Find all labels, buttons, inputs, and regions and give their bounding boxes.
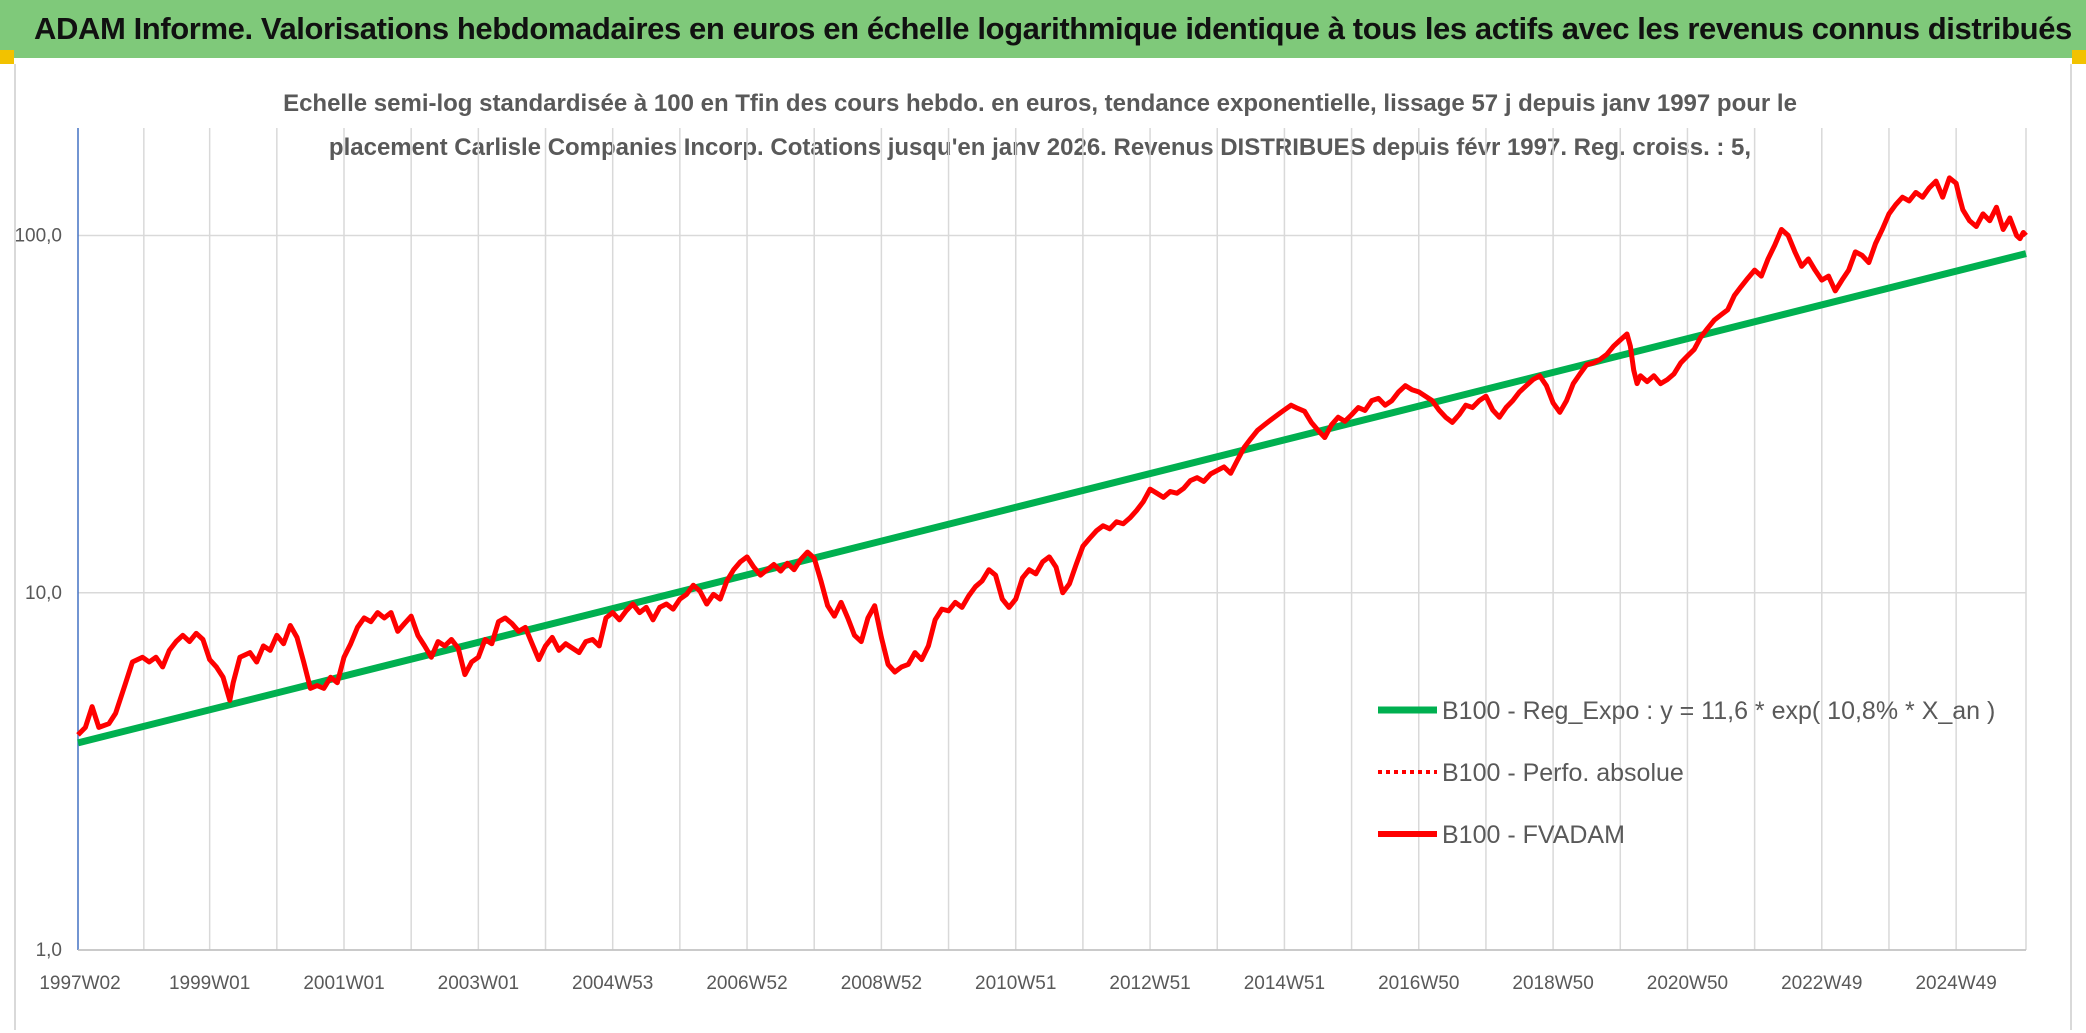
series-line-fvadam [76, 175, 2028, 737]
chart-title-line-1: Echelle semi-log standardisée à 100 en T… [283, 90, 1797, 117]
x-tick-label: 2016W50 [1378, 973, 1459, 994]
chart-title-line-2: placement Carlisle Companies Incorp. Cot… [328, 134, 1752, 161]
x-tick-label: 2018W50 [1512, 973, 1593, 994]
x-tick-label: 1999W01 [169, 973, 250, 994]
legend-label: B100 - Perfo. absolue [1442, 759, 1684, 787]
x-tick-label: 2014W51 [1244, 973, 1325, 994]
x-tick-label: 2003W01 [438, 973, 519, 994]
header-title: ADAM Informe. Valorisations hebdomadaire… [34, 11, 2072, 46]
y-tick-label: 100,0 [14, 226, 62, 247]
legend-label: B100 - FVADAM [1442, 821, 1625, 849]
x-tick-label: 2022W49 [1781, 973, 1862, 994]
x-tick-label: 2010W51 [975, 973, 1056, 994]
x-tick-label: 2001W01 [303, 973, 384, 994]
y-tick-label: 1,0 [36, 940, 62, 961]
x-tick-label: 2024W49 [1915, 973, 1996, 994]
x-tick-label: 2020W50 [1647, 973, 1728, 994]
x-tick-label: 1997W02 [39, 973, 120, 994]
x-tick-label: 2006W52 [706, 973, 787, 994]
chart-frame [14, 64, 2072, 1030]
legend-label: B100 - Reg_Expo : y = 11,6 * exp( 10,8% … [1442, 697, 1995, 725]
corner-marker-right [2072, 50, 2086, 64]
x-tick-label: 2008W52 [841, 973, 922, 994]
x-tick-label: 2012W51 [1109, 973, 1190, 994]
series-line-reg-expo [77, 250, 2027, 747]
corner-marker-left [0, 50, 14, 64]
y-tick-label: 10,0 [25, 583, 62, 604]
header-bar: ADAM Informe. Valorisations hebdomadaire… [0, 0, 2086, 58]
x-tick-label: 2004W53 [572, 973, 653, 994]
